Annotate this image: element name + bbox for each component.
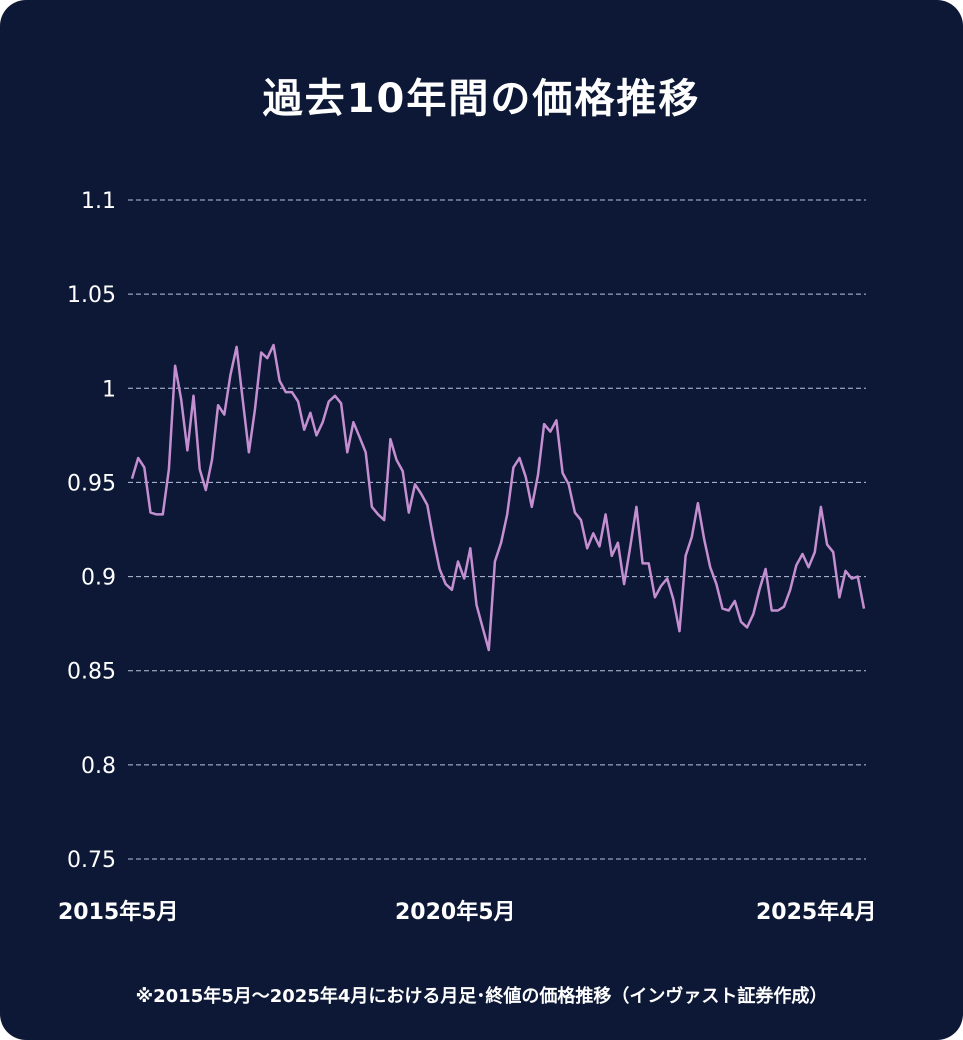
- y-tick-label: 0.75: [67, 848, 116, 873]
- x-tick-label: 2020年5月: [395, 900, 516, 925]
- y-tick-label: 0.9: [81, 566, 116, 591]
- price-line: [130, 343, 866, 652]
- chart-title: 過去10年間の価格推移: [262, 76, 701, 122]
- x-tick-label: 2015年5月: [58, 900, 179, 925]
- footnote: ※2015年5月～2025年4月における月足･終値の価格推移（インヴァスト証券作…: [135, 986, 828, 1007]
- y-tick-label: 0.8: [81, 754, 116, 779]
- y-tick-label: 0.85: [67, 660, 116, 685]
- y-tick-label: 1.05: [67, 283, 116, 308]
- x-tick-label: 2025年4月: [756, 900, 877, 925]
- y-tick-label: 1: [102, 377, 116, 402]
- y-tick-label: 1.1: [81, 189, 116, 214]
- y-tick-label: 0.95: [67, 471, 116, 496]
